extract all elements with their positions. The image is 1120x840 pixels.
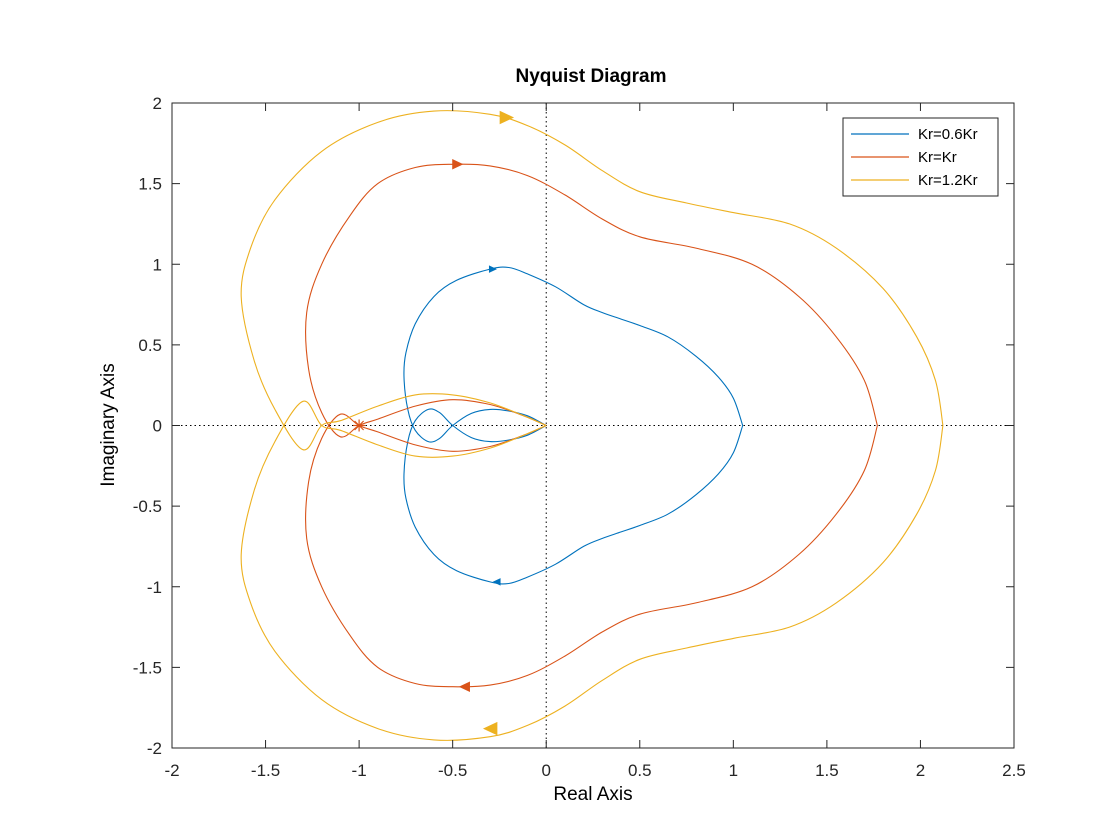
direction-arrow-2	[458, 681, 470, 692]
series-2	[305, 159, 878, 692]
series-1	[403, 265, 744, 586]
x-axis-ticks: -2 -1.5 -1 -0.5 0 0.5 1 1.5 2 2.5	[164, 103, 1026, 780]
series-3	[240, 110, 944, 741]
x-tick-label: -0.5	[438, 761, 467, 780]
y-tick-label: 2	[153, 94, 162, 113]
legend-entry: Kr=1.2Kr	[918, 172, 978, 189]
legend: Kr=0.6Kr Kr=Kr Kr=1.2Kr	[842, 117, 999, 197]
direction-arrow-2	[482, 721, 498, 736]
x-tick-label: -1	[352, 761, 367, 780]
series-layer	[240, 110, 944, 741]
chart-title: Nyquist Diagram	[516, 66, 667, 87]
x-tick-label: -1.5	[251, 761, 280, 780]
direction-arrow-1	[488, 265, 497, 273]
direction-arrow-1	[452, 159, 464, 170]
series-line-upper	[403, 266, 744, 443]
zero-lines	[172, 103, 1014, 748]
x-tick-label: 0.5	[628, 761, 652, 780]
series-line-upper	[305, 163, 878, 438]
y-axis-label: Imaginary Axis	[98, 363, 119, 487]
critical-point-d2	[354, 420, 365, 431]
legend-entry: Kr=0.6Kr	[918, 126, 978, 143]
x-axis-label: Real Axis	[553, 784, 632, 805]
x-tick-label: 1	[729, 761, 738, 780]
x-tick-label: 0	[541, 761, 550, 780]
y-tick-label: -0.5	[133, 497, 162, 516]
y-tick-label: 0.5	[138, 336, 162, 355]
direction-arrow-1	[499, 110, 515, 125]
series-line-lower	[240, 400, 944, 741]
x-tick-label: 1.5	[815, 761, 839, 780]
x-tick-label: -2	[164, 761, 179, 780]
series-line-lower	[305, 413, 878, 688]
x-tick-label: 2	[916, 761, 925, 780]
direction-arrow-2	[492, 578, 501, 586]
legend-entry: Kr=Kr	[918, 149, 957, 166]
series-line-lower	[403, 408, 744, 585]
critical-point-marker	[353, 419, 366, 432]
y-tick-label: -1	[147, 578, 162, 597]
y-tick-label: 0	[153, 417, 162, 436]
y-tick-label: 1.5	[138, 175, 162, 194]
y-tick-label: -2	[147, 739, 162, 758]
y-tick-label: 1	[153, 255, 162, 274]
series-line-upper	[240, 110, 944, 451]
x-tick-label: 2.5	[1002, 761, 1026, 780]
y-axis-ticks: -2 -1.5 -1 -0.5 0 0.5 1 1.5 2	[133, 94, 1014, 758]
y-tick-label: -1.5	[133, 658, 162, 677]
